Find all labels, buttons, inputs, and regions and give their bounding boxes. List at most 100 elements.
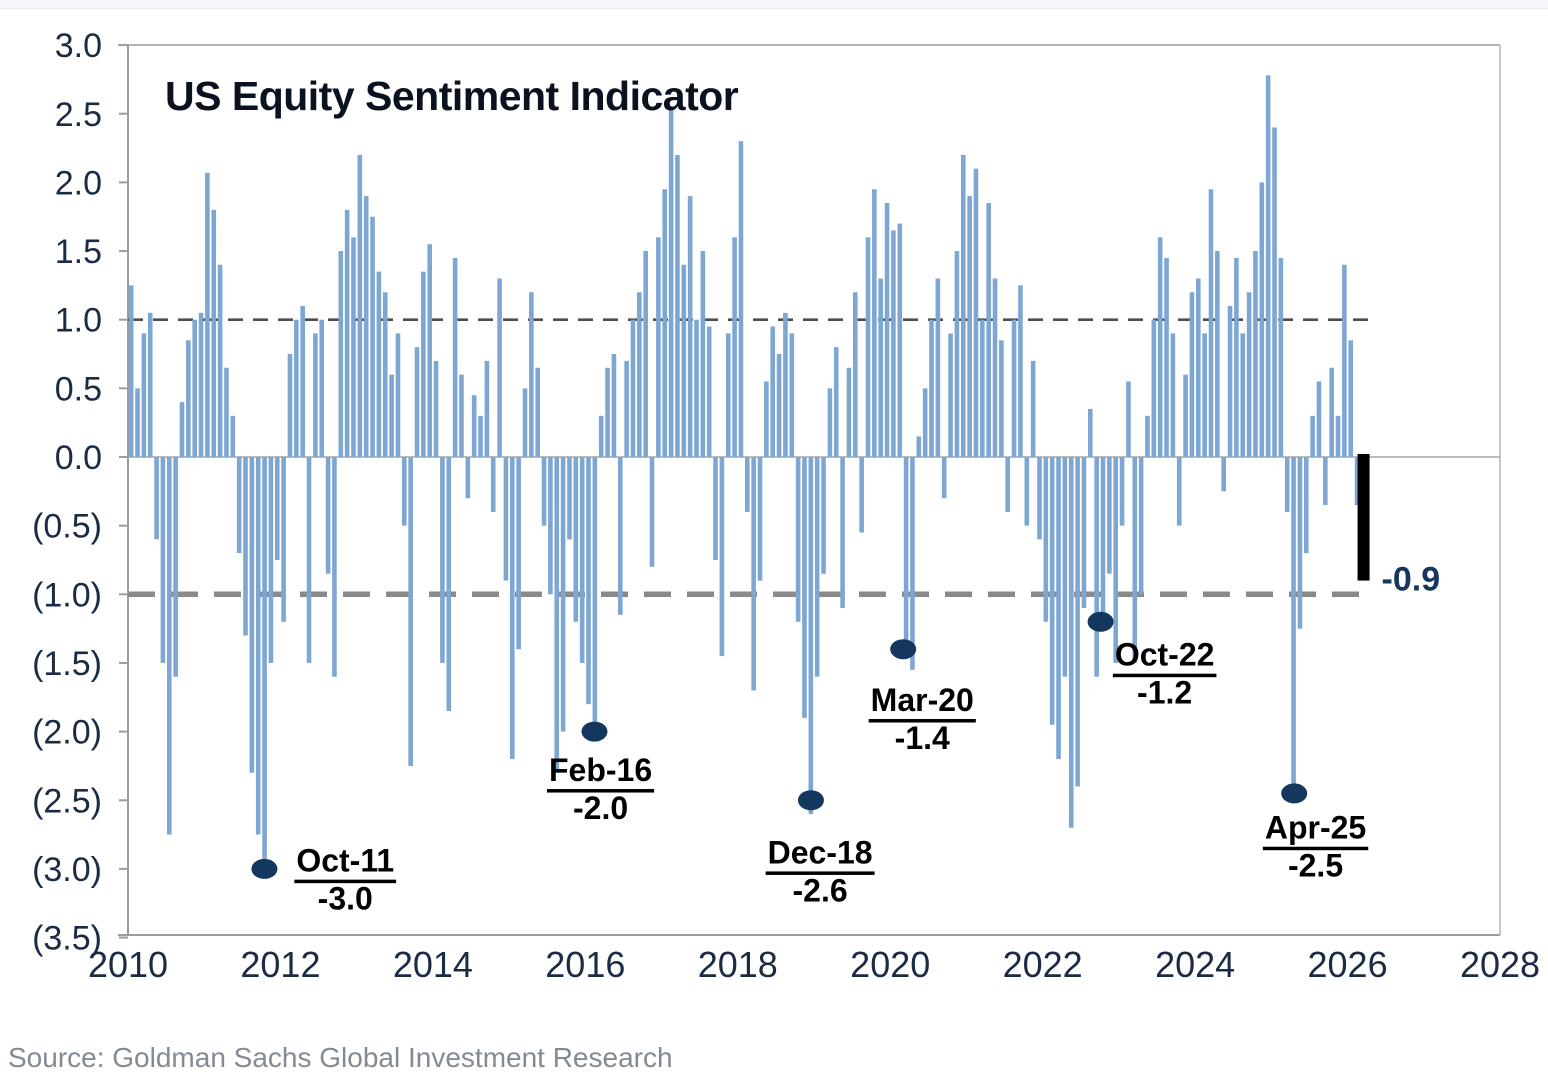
sentiment-bar <box>414 347 420 457</box>
sentiment-bar <box>484 360 490 457</box>
y-tick-label: 1.0 <box>55 302 102 340</box>
sentiment-bar <box>579 457 585 663</box>
sentiment-bar <box>592 457 598 732</box>
sentiment-bar <box>1151 319 1157 457</box>
sentiment-bar <box>1316 381 1322 457</box>
x-tick-label: 2010 <box>88 944 168 985</box>
annotation-dot <box>890 639 917 660</box>
sentiment-bar <box>846 367 852 457</box>
sentiment-bar <box>255 457 261 835</box>
y-tick-label: 0.0 <box>55 439 102 477</box>
sentiment-bar <box>916 436 922 457</box>
sentiment-bar <box>287 354 293 457</box>
sentiment-bar <box>1011 319 1017 457</box>
sentiment-bar <box>999 340 1004 457</box>
annotation-dot <box>797 790 824 811</box>
annotation-underline <box>1262 846 1369 851</box>
annotation-underline <box>547 789 655 793</box>
sentiment-bar <box>821 457 826 574</box>
sentiment-bar <box>859 457 864 533</box>
sentiment-bar <box>1195 278 1201 457</box>
sentiment-bar <box>1107 457 1112 574</box>
sentiment-bar <box>973 168 979 458</box>
chart-canvas: 3.0 2.5 2.0 1.5 1.0 0.5 0.0 (0.5) (1.0) (1.5) (2.0… <box>32 27 1540 985</box>
sentiment-bar <box>294 319 299 457</box>
y-tick-label: 2.0 <box>55 164 102 202</box>
y-tick-label: (1.0) <box>32 576 102 614</box>
sentiment-bar <box>249 457 255 773</box>
sentiment-bar <box>897 223 903 457</box>
sentiment-bar <box>1005 457 1011 512</box>
sentiment-bar <box>154 457 159 540</box>
sentiment-bar <box>668 106 674 457</box>
annotation-date-label: Dec-18 <box>768 834 873 870</box>
sentiment-bar <box>427 244 433 457</box>
sentiment-bar <box>1138 457 1144 595</box>
sentiment-bar <box>421 271 426 457</box>
annotation-underline <box>294 879 397 884</box>
sentiment-bar <box>967 196 972 457</box>
sentiment-bar <box>776 354 782 457</box>
sentiment-bar <box>1253 251 1258 457</box>
sentiment-bar <box>1202 333 1207 457</box>
sentiment-bar <box>274 457 280 560</box>
sentiment-bar <box>852 292 858 457</box>
sentiment-bar <box>643 251 648 457</box>
sentiment-bar <box>535 367 540 457</box>
sentiment-bar <box>1132 457 1138 663</box>
sentiment-bar <box>1037 457 1042 540</box>
x-tick-label: 2012 <box>240 944 320 985</box>
sentiment-bar <box>243 457 248 636</box>
sentiment-bar <box>694 319 699 457</box>
annotation-value-label: -2.6 <box>793 872 848 908</box>
x-tick-label: 2020 <box>850 944 930 985</box>
sentiment-bar <box>1291 457 1296 801</box>
annotation-date-label: Oct-22 <box>1115 637 1215 673</box>
sentiment-bar <box>1100 457 1106 622</box>
sentiment-bar <box>738 141 744 457</box>
sentiment-bar <box>929 319 934 457</box>
sentiment-bar <box>217 264 223 457</box>
annotation-dot <box>1281 783 1308 804</box>
sentiment-bar <box>135 388 140 457</box>
sentiment-bar <box>1221 457 1226 492</box>
sentiment-bar <box>649 457 655 567</box>
sentiment-bar <box>814 457 820 677</box>
source-note: Source: Goldman Sachs Global Investment … <box>8 1042 673 1073</box>
sentiment-bar <box>1113 457 1119 663</box>
sentiment-bar <box>382 292 388 457</box>
annotation-underline <box>868 719 976 723</box>
sentiment-bar <box>795 457 801 622</box>
sentiment-bar <box>306 457 312 663</box>
sentiment-bar <box>637 292 642 457</box>
sentiment-bar <box>808 457 814 814</box>
sentiment-bar <box>656 237 661 457</box>
x-tick-label: 2024 <box>1155 944 1235 985</box>
y-tick-label: 2.5 <box>55 96 102 134</box>
sentiment-bar <box>389 374 394 457</box>
annotation-dot <box>581 721 608 742</box>
x-tick-label: 2026 <box>1308 944 1388 985</box>
sentiment-bar <box>408 457 413 766</box>
sentiment-bar <box>236 457 242 554</box>
sentiment-bar <box>827 388 833 457</box>
x-tick-label: 2016 <box>545 944 625 985</box>
sentiment-bar <box>268 457 274 663</box>
sentiment-bar <box>624 360 629 457</box>
sentiment-bar <box>789 333 795 457</box>
current-value-label: -0.9 <box>1382 561 1441 599</box>
sentiment-bar <box>262 457 267 869</box>
sentiment-bar <box>725 333 731 457</box>
sentiment-bar <box>471 395 477 457</box>
sentiment-bar <box>573 457 579 622</box>
sentiment-bar <box>598 415 604 457</box>
sentiment-bar <box>802 457 807 718</box>
sentiment-bar <box>332 457 337 677</box>
sentiment-bar <box>313 333 318 457</box>
sentiment-bar <box>903 457 909 650</box>
sentiment-bar <box>745 457 750 512</box>
sentiment-bar <box>1208 189 1214 457</box>
sentiment-bar <box>522 388 528 457</box>
sentiment-bar <box>446 457 452 712</box>
y-tick-label: (3.0) <box>32 851 102 889</box>
